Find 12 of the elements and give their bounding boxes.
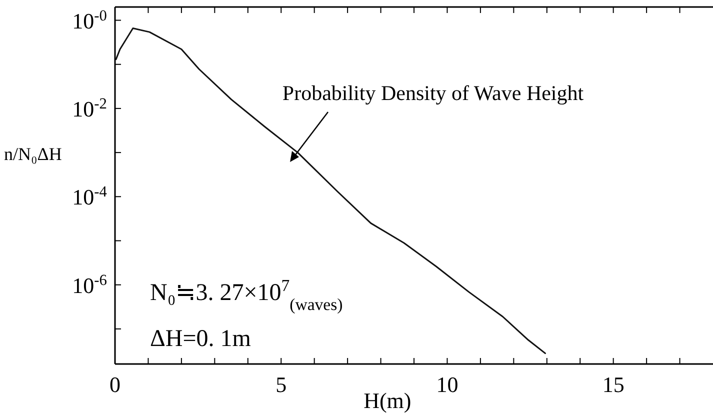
y-tick-label: 10$^{-0}$ (72, 6, 108, 34)
x-tick-label: 5 (276, 372, 287, 397)
annotation: ΔH=0. 1m (150, 326, 252, 352)
annotation: Probability Density of Wave Height (282, 81, 584, 105)
x-tick-label: 15 (602, 372, 624, 397)
x-tick-label: 0 (110, 372, 120, 397)
y-tick-label: 10$^{-4}$ (72, 183, 108, 210)
y-tick-label: 10$^{-2}$ (72, 94, 107, 122)
y-axis-title: n/N₀ΔH (4, 144, 62, 164)
x-axis-title: H(m) (364, 388, 412, 413)
y-tick-label: 10$^{-6}$ (72, 271, 108, 298)
x-tick-label: 10 (436, 372, 458, 397)
